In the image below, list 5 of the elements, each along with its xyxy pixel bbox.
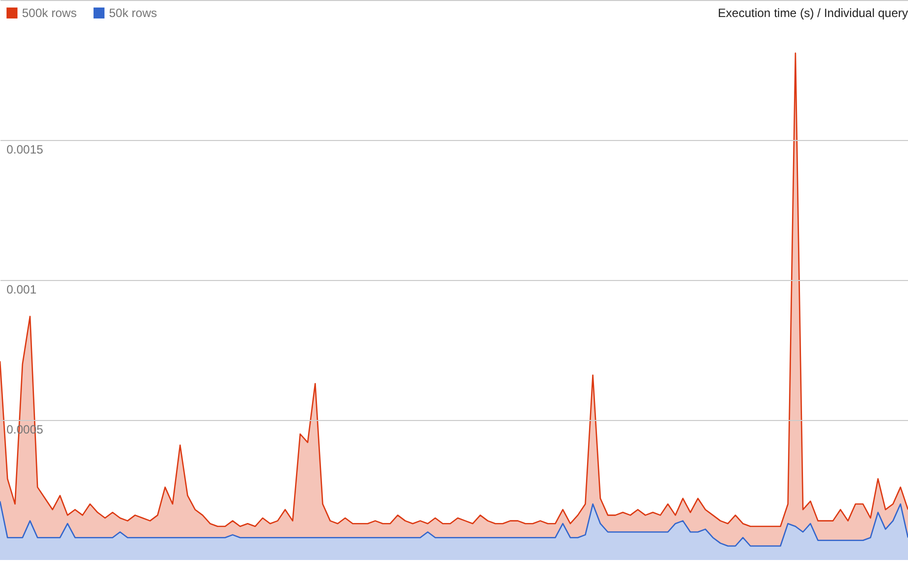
text: Execution time (s) / Individual query	[718, 6, 908, 20]
y-tick-label: 0.001	[6, 282, 37, 296]
legend-label: 500k rows	[22, 6, 77, 20]
y-tick-label: 0.0015	[6, 142, 44, 156]
legend-label: 50k rows	[109, 6, 158, 20]
